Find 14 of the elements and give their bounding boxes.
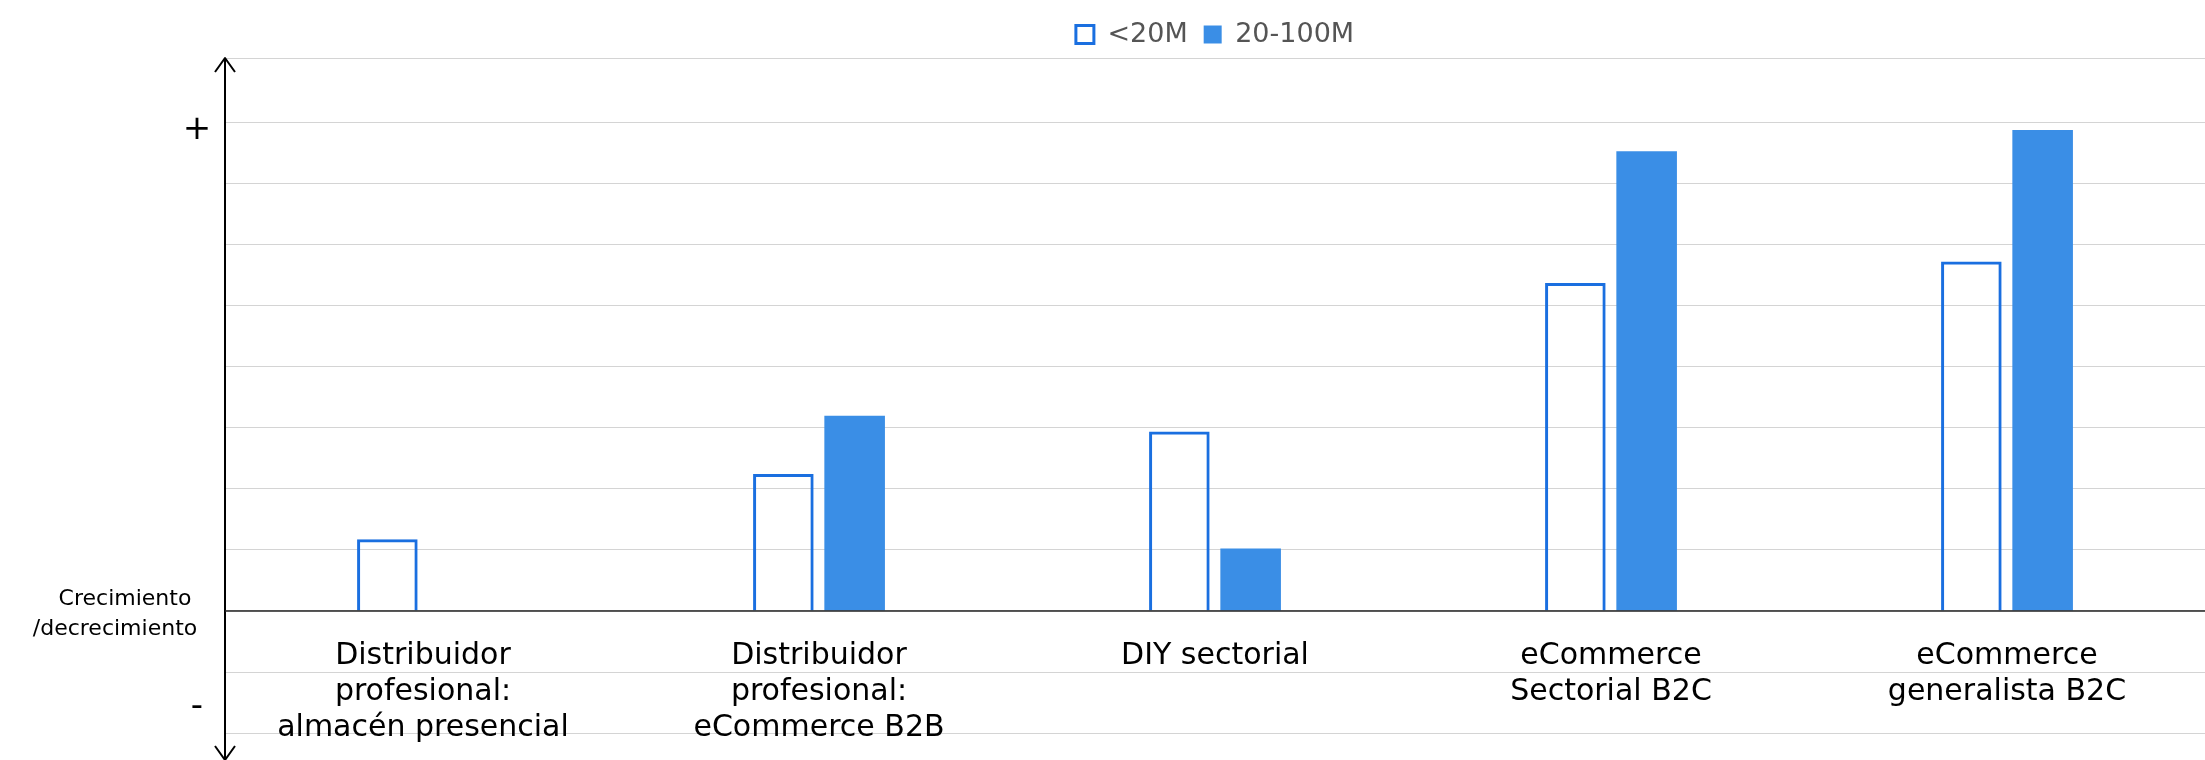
x-tick-label: Distribuidor profesional: eCommerce B2B bbox=[693, 635, 945, 743]
x-tick-label: DIY sectorial bbox=[1121, 635, 1309, 671]
legend-label: 20-100M bbox=[1235, 16, 1355, 48]
x-tick-label: eCommerce generalista B2C bbox=[1887, 635, 2127, 707]
bar bbox=[2012, 130, 2073, 611]
text: - bbox=[190, 683, 204, 724]
y-axis-title: Crecimiento /decrecimiento bbox=[32, 584, 198, 640]
x-tick-label: eCommerce Sectorial B2C bbox=[1510, 635, 1712, 707]
bar bbox=[1220, 548, 1281, 611]
bar bbox=[824, 415, 885, 611]
legend-label: <20M bbox=[1107, 16, 1188, 48]
bar bbox=[1616, 151, 1677, 611]
x-tick-label: Distribuidor profesional: almacén presencial bbox=[277, 635, 569, 743]
text: + bbox=[182, 106, 212, 147]
